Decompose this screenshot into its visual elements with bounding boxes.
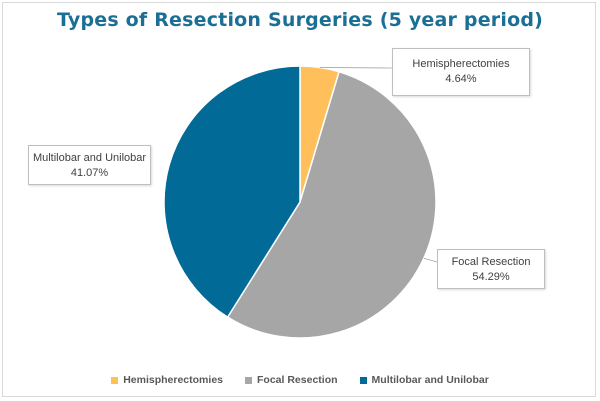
legend-swatch xyxy=(359,376,367,384)
data-label-value: 54.29% xyxy=(472,271,510,283)
legend-item: Multilobar and Unilobar xyxy=(359,374,489,386)
legend-label: Hemispherectomies xyxy=(123,374,223,386)
pie-slice-multilobar-and-unilobar xyxy=(163,65,301,319)
chart-title: Types of Resection Surgeries (5 year per… xyxy=(56,9,544,31)
data-label-value: 4.64% xyxy=(445,73,477,85)
data-label-name: Multilobar and Unilobar xyxy=(32,152,147,164)
legend-swatch xyxy=(111,376,119,384)
legend-label: Multilobar and Unilobar xyxy=(371,374,489,386)
leader-line xyxy=(319,67,393,69)
pie-slice-focal-resection xyxy=(226,70,437,339)
data-label-hemispherectomies: Hemispherectomies 4.64% xyxy=(392,48,530,96)
legend-item: Hemispherectomies xyxy=(111,374,223,386)
data-label-focal-resection: Focal Resection 54.29% xyxy=(437,249,545,289)
leader-line xyxy=(423,257,438,263)
data-label-name: Hemispherectomies xyxy=(412,58,510,70)
data-label-multilobar-unilobar: Multilobar and Unilobar 41.07% xyxy=(28,145,151,185)
legend-swatch xyxy=(245,376,252,384)
legend-item: Focal Resection xyxy=(245,374,338,386)
legend-label: Focal Resection xyxy=(257,374,338,386)
data-label-value: 41.07% xyxy=(70,167,109,179)
data-label-name: Focal Resection xyxy=(451,256,531,268)
chart-legend: Hemispherectomies Focal Resection Multil… xyxy=(0,374,600,386)
